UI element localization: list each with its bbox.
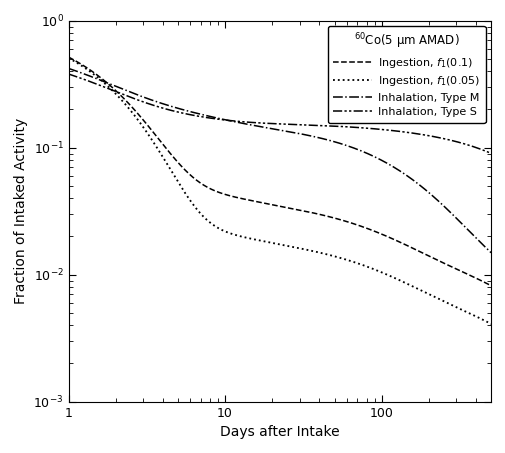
Ingestion, $f_1$(0.05) [66,55,72,61]
Inhalation, Type S [91,81,97,86]
Ingestion, $f_1$(0.1) [386,235,392,240]
Inhalation, Type S [66,71,72,77]
Legend: Ingestion, $f_1$(0.1), Ingestion, $f_1$(0.05), Inhalation, Type M, Inhalation, T: Ingestion, $f_1$(0.1), Ingestion, $f_1$(… [328,26,485,123]
Inhalation, Type S [335,124,341,129]
Ingestion, $f_1$(0.1) [91,70,97,76]
Inhalation, Type S [488,151,494,156]
Ingestion, $f_1$(0.1) [311,210,317,216]
Inhalation, Type M [386,162,392,167]
Ingestion, $f_1$(0.1) [335,216,341,222]
Inhalation, Type S [386,127,392,133]
Inhalation, Type S [429,134,435,139]
Ingestion, $f_1$(0.05) [335,255,341,260]
Inhalation, Type M [311,134,317,140]
Ingestion, $f_1$(0.05) [488,321,494,327]
Ingestion, $f_1$(0.05) [311,249,317,254]
Inhalation, Type M [91,75,97,81]
Line: Inhalation, Type S: Inhalation, Type S [69,74,491,154]
Ingestion, $f_1$(0.05) [322,251,328,256]
Inhalation, Type S [322,123,328,128]
Ingestion, $f_1$(0.1) [429,255,435,260]
Y-axis label: Fraction of Intaked Activity: Fraction of Intaked Activity [14,118,28,304]
Inhalation, Type M [488,250,494,255]
Inhalation, Type M [335,140,341,145]
Ingestion, $f_1$(0.1) [488,283,494,289]
Line: Ingestion, $f_1$(0.1): Ingestion, $f_1$(0.1) [69,57,491,286]
Inhalation, Type M [322,136,328,142]
Inhalation, Type M [66,66,72,71]
Inhalation, Type M [429,193,435,198]
Ingestion, $f_1$(0.1) [66,54,72,60]
Line: Ingestion, $f_1$(0.05): Ingestion, $f_1$(0.05) [69,58,491,324]
Ingestion, $f_1$(0.05) [429,293,435,299]
Ingestion, $f_1$(0.05) [91,72,97,77]
Ingestion, $f_1$(0.05) [386,273,392,278]
Ingestion, $f_1$(0.1) [322,213,328,218]
Line: Inhalation, Type M: Inhalation, Type M [69,68,491,253]
X-axis label: Days after Intake: Days after Intake [220,425,340,439]
Inhalation, Type S [311,122,317,128]
